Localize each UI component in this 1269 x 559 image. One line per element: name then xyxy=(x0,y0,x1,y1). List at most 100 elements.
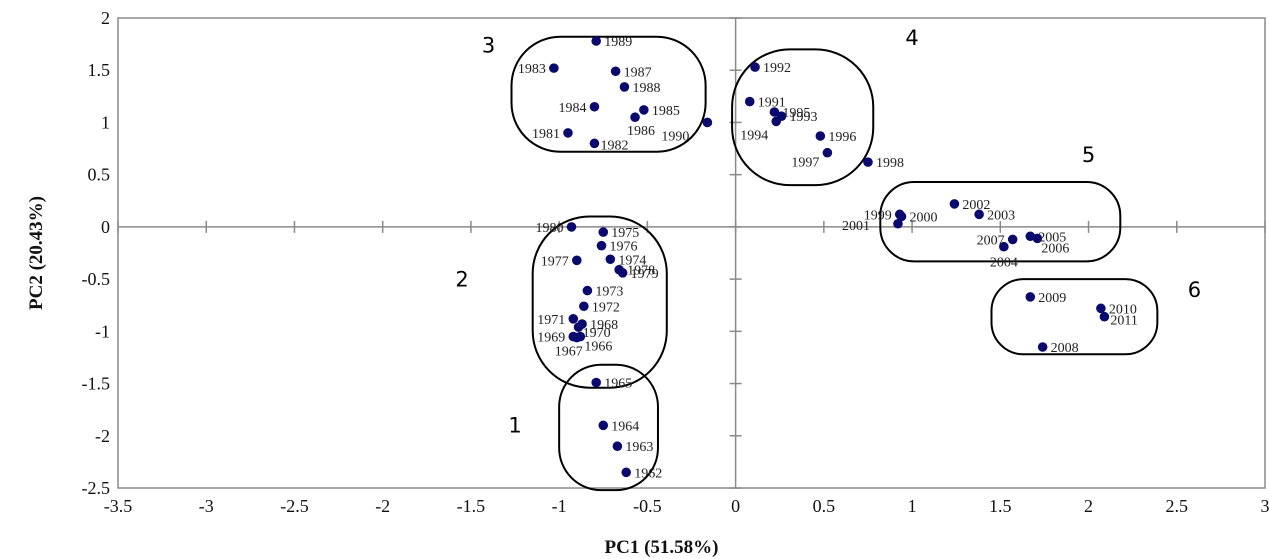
axes xyxy=(117,17,1266,489)
point-label-2010: 2010 xyxy=(1109,302,1137,317)
point-label-1995: 1995 xyxy=(782,106,810,121)
x-tick-label: 3 xyxy=(1261,496,1269,516)
data-point-1970 xyxy=(573,322,584,332)
y-tick-label: -1 xyxy=(95,321,110,341)
data-point-1969 xyxy=(568,331,579,342)
point-label-1993: 1993 xyxy=(789,110,817,125)
cluster-outline-4 xyxy=(731,48,875,187)
data-points xyxy=(549,36,1110,478)
plot-frame xyxy=(117,17,1266,489)
x-tick-label: 2.5 xyxy=(1166,496,1189,516)
y-tick-label: 1 xyxy=(101,112,110,132)
point-label-1983: 1983 xyxy=(518,62,546,77)
data-point-1979 xyxy=(617,268,628,278)
point-label-1996: 1996 xyxy=(828,130,856,145)
data-point-1984 xyxy=(589,101,600,112)
data-point-1982 xyxy=(589,138,600,149)
y-axis-title: PC2 (20.43%) xyxy=(26,196,47,310)
data-point-1991 xyxy=(744,96,755,107)
point-label-1981: 1981 xyxy=(532,127,560,142)
point-label-1973: 1973 xyxy=(595,285,623,300)
data-point-1974 xyxy=(605,254,616,265)
point-label-2001: 2001 xyxy=(842,219,870,234)
point-label-1975: 1975 xyxy=(611,226,639,241)
data-point-1994 xyxy=(771,116,782,127)
tick-labels: -3.5 -3 -2.5 -2 -1.5 -1 -0.5 0 0.5 1 1.5 2 2.5 3 2 1.5 1… xyxy=(82,8,1269,516)
x-tick-label: 1 xyxy=(908,496,917,516)
x-tick-label: 2 xyxy=(1084,496,1093,516)
point-label-1991: 1991 xyxy=(758,96,786,111)
point-label-1977: 1977 xyxy=(541,254,569,269)
point-label-1994: 1994 xyxy=(740,128,768,143)
point-label-2008: 2008 xyxy=(1051,341,1079,356)
data-point-1996 xyxy=(815,131,826,141)
data-point-1997 xyxy=(822,147,833,158)
x-tick-label: -2.5 xyxy=(280,496,309,516)
data-point-1980 xyxy=(566,222,577,232)
cluster-label-6: 6 xyxy=(1188,278,1201,302)
cluster-outlines: 1 2 3 4 5 6 xyxy=(455,26,1201,492)
cluster-label-2: 2 xyxy=(455,267,468,291)
point-label-2000: 2000 xyxy=(909,210,937,225)
y-tick-label: -1.5 xyxy=(82,374,111,394)
point-label-2004: 2004 xyxy=(990,256,1018,271)
data-point-1986 xyxy=(630,112,640,123)
y-tick-label: 1.5 xyxy=(88,60,111,80)
data-point-1972 xyxy=(579,301,589,312)
point-label-1992: 1992 xyxy=(763,61,791,76)
x-tick-label: -3 xyxy=(199,496,214,516)
y-tick-label: -2.5 xyxy=(82,478,111,498)
data-point-1962 xyxy=(621,467,632,478)
x-tick-label: -1 xyxy=(552,496,567,516)
y-tick-label: 0 xyxy=(101,217,110,237)
point-label-1974: 1974 xyxy=(618,253,646,268)
data-point-2008 xyxy=(1037,342,1048,352)
point-label-1982: 1982 xyxy=(600,138,628,153)
cluster-outline-3 xyxy=(510,35,707,153)
data-point-1983 xyxy=(549,63,559,73)
point-label-2007: 2007 xyxy=(977,233,1005,248)
data-point-2000 xyxy=(896,211,907,222)
point-label-2006: 2006 xyxy=(1041,241,1069,256)
data-point-1985 xyxy=(639,105,649,115)
y-tick-label: -0.5 xyxy=(82,269,111,289)
data-point-2003 xyxy=(974,209,984,220)
data-point-1977 xyxy=(572,255,582,266)
point-label-2002: 2002 xyxy=(962,198,990,213)
point-label-1965: 1965 xyxy=(604,377,632,392)
point-label-1986: 1986 xyxy=(627,124,655,139)
point-label-1962: 1962 xyxy=(634,466,662,481)
point-label-1967: 1967 xyxy=(555,345,583,360)
x-tick-label: -0.5 xyxy=(633,496,662,516)
y-tick-label: 2 xyxy=(101,8,110,28)
data-point-1987 xyxy=(610,66,621,77)
data-point-1989 xyxy=(591,36,602,46)
data-point-1973 xyxy=(582,285,593,296)
data-point-1975 xyxy=(598,227,609,237)
data-point-1988 xyxy=(619,82,630,92)
x-axis-title: PC1 (51.58%) xyxy=(605,537,719,558)
point-label-1978: 1978 xyxy=(627,264,655,279)
point-label-1990: 1990 xyxy=(661,129,689,144)
point-label-1984: 1984 xyxy=(558,101,586,116)
data-point-1964 xyxy=(598,420,609,431)
x-tick-label: -3.5 xyxy=(104,496,133,516)
plot-border xyxy=(117,17,1266,489)
y-tick-label: 0.5 xyxy=(88,165,111,185)
cluster-outline-2 xyxy=(531,215,668,389)
data-point-2011 xyxy=(1099,311,1110,322)
point-label-1980: 1980 xyxy=(536,221,564,236)
point-label-1963: 1963 xyxy=(625,440,653,455)
data-point-1976 xyxy=(596,240,607,251)
point-label-2011: 2011 xyxy=(1110,314,1137,329)
data-point-2002 xyxy=(949,199,960,209)
x-tick-label: -1.5 xyxy=(457,496,486,516)
cluster-label-3: 3 xyxy=(482,33,495,57)
data-point-1971 xyxy=(568,314,579,324)
point-label-1979: 1979 xyxy=(631,267,659,282)
data-point-2001 xyxy=(893,218,903,229)
point-label-1988: 1988 xyxy=(632,81,660,96)
point-label-1998: 1998 xyxy=(876,156,904,171)
